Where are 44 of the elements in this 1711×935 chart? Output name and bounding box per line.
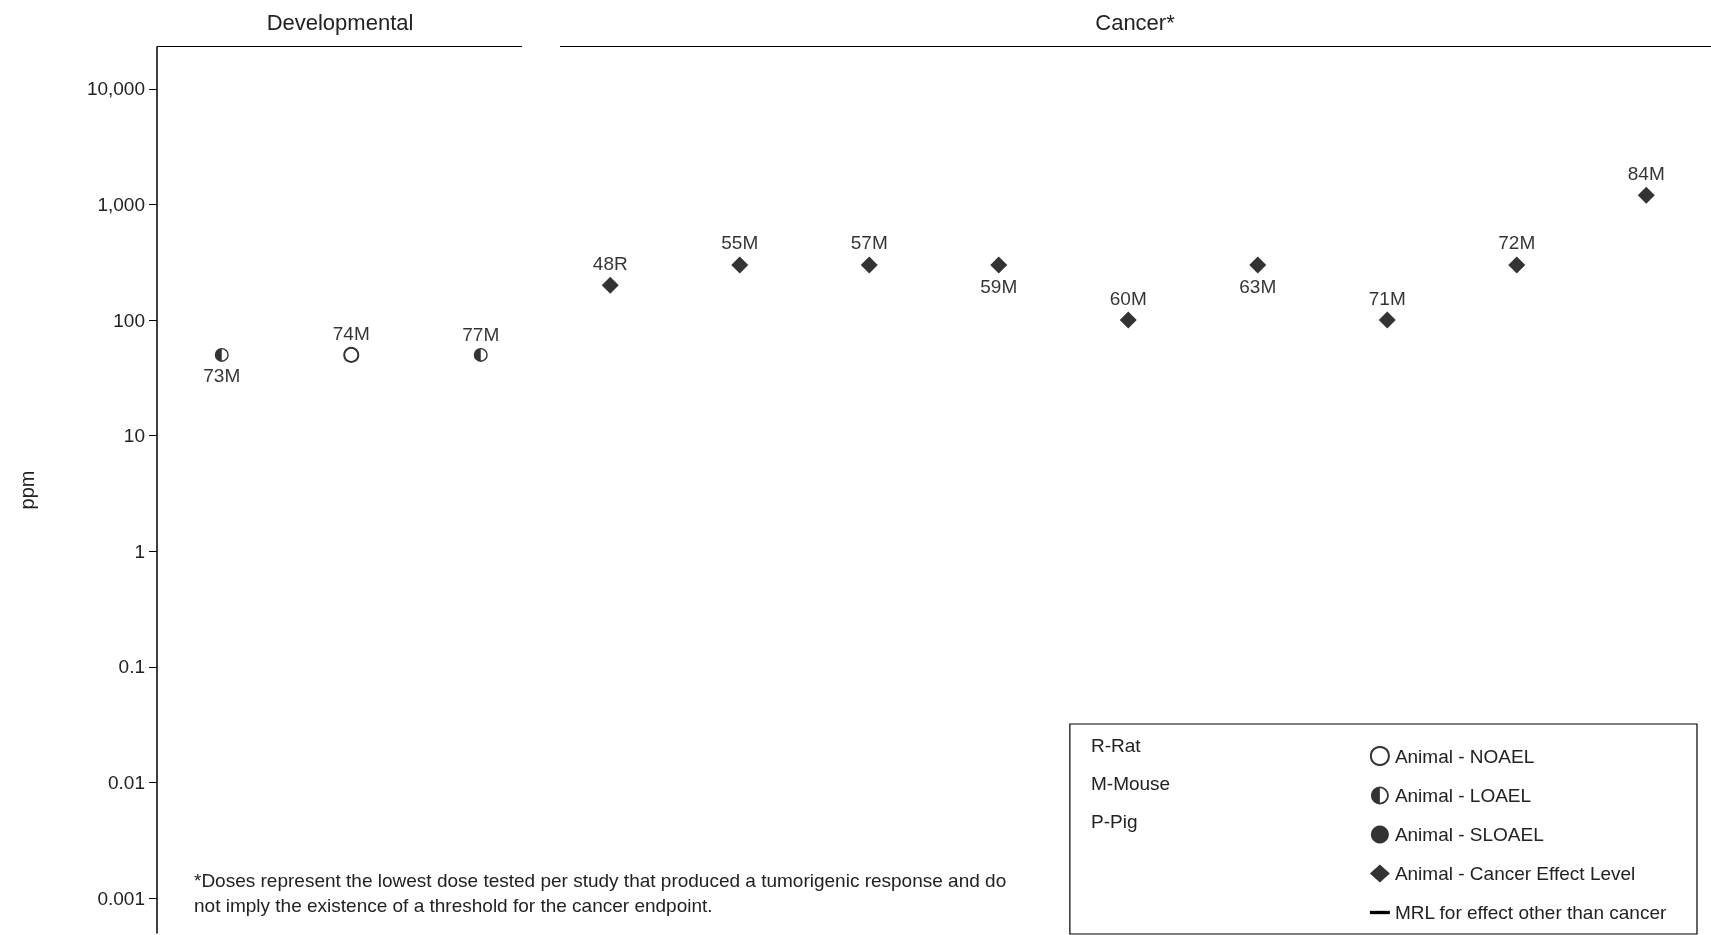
annotation: *Doses represent the lowest dose tested per study that produced a tumorigenic response and do not imply the existence of a threshold for the cancer endpoint. xyxy=(194,870,1012,916)
point xyxy=(1249,256,1267,274)
legend-label: Animal - NOAEL xyxy=(1394,745,1535,767)
y-axis-title: ppm xyxy=(16,470,38,510)
annotation: R-Rat xyxy=(1091,735,1142,756)
x-tick-label: 60M xyxy=(1109,287,1147,309)
point xyxy=(1508,256,1526,274)
x-tick-label: 55M xyxy=(721,232,759,254)
point xyxy=(214,347,229,362)
text: Developmental xyxy=(266,10,414,35)
x-tick-label: 73M xyxy=(203,364,241,386)
point xyxy=(1637,186,1655,204)
point xyxy=(860,256,878,274)
point xyxy=(1378,311,1396,329)
x-tick-label: 74M xyxy=(332,322,370,344)
x-tick-label: 77M xyxy=(462,323,500,345)
x-tick-label: 57M xyxy=(850,232,888,254)
annotation: P-Pig xyxy=(1091,811,1138,832)
x-tick-label: 59M xyxy=(980,276,1018,298)
legend-label: Animal - LOAEL xyxy=(1394,785,1532,806)
legend-label: Animal - SLOAEL xyxy=(1394,824,1544,845)
point xyxy=(1119,311,1137,329)
x-tick-label: 48R xyxy=(592,252,628,274)
point xyxy=(990,256,1008,274)
x-tick-label: 72M xyxy=(1498,232,1536,254)
y-tick-label: 10 xyxy=(123,425,145,447)
point xyxy=(343,346,360,363)
y-tick-label: 0.01 xyxy=(108,772,145,794)
x-tick-label: 63M xyxy=(1239,276,1277,298)
text: Cancer* xyxy=(1095,10,1176,35)
point xyxy=(731,256,749,274)
y-tick-label: 100 xyxy=(113,309,145,331)
y-tick-label: 10,000 xyxy=(86,78,145,100)
x-tick-label: 71M xyxy=(1368,287,1406,309)
point xyxy=(601,276,619,294)
legend-label: Animal - Cancer Effect Level xyxy=(1394,863,1636,884)
y-tick-label: 1 xyxy=(134,540,145,562)
x-tick-label: 84M xyxy=(1627,162,1665,184)
y-tick-label: 0.1 xyxy=(118,656,145,678)
y-tick-label: 0.001 xyxy=(97,887,145,909)
annotation: M-Mouse xyxy=(1091,773,1171,794)
legend-label: MRL for effect other than cancer xyxy=(1394,902,1667,923)
y-tick-label: 1,000 xyxy=(97,193,145,215)
point xyxy=(473,347,488,362)
